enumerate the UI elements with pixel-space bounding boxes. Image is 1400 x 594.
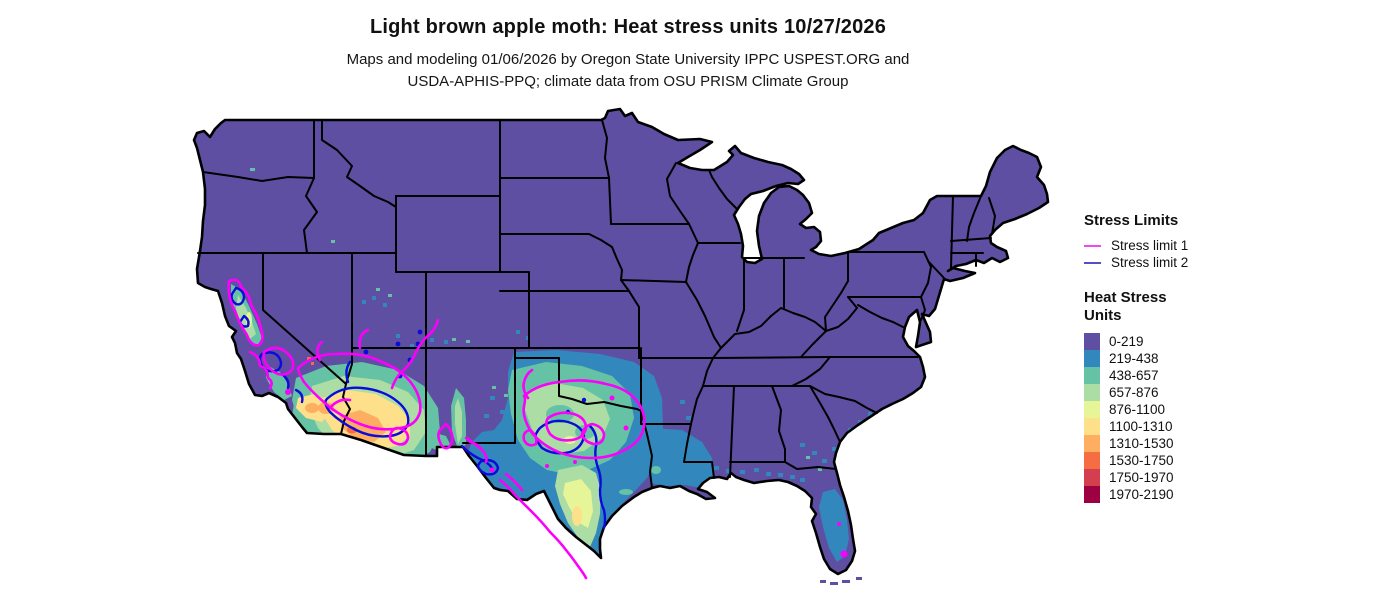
subtitle-line-1: Maps and modeling 01/06/2026 by Oregon S… [346,51,910,68]
stress-limit-label: Stress limit 1 [1111,238,1189,253]
stress-limits-entries: Stress limit 1 Stress limit 2 [1084,237,1384,271]
heat-stress-heading-line-1: Heat Stress [1084,289,1167,306]
florida-keys [820,577,862,585]
heat-stress-bin-row: 438-657 [1084,367,1384,384]
heat-stress-bin-swatch [1084,418,1100,435]
heat-stress-bin-label: 1100-1310 [1109,419,1173,434]
page-subtitle: Maps and modeling 01/06/2026 by Oregon S… [0,49,1256,93]
heat-stress-bin-row: 219-438 [1084,350,1384,367]
stress-limit-1-contours [227,278,848,580]
heat-stress-bin-row: 1100-1310 [1084,418,1384,435]
subtitle-line-2: USDA-APHIS-PPQ; climate data from OSU PR… [407,73,849,90]
heat-stress-bin-label: 657-876 [1109,385,1159,400]
heat-stress-bin-swatch [1084,486,1100,503]
heat-stress-heading-line-2: Units [1084,307,1122,324]
stress-limits-heading: Stress Limits [1084,212,1179,229]
heat-stress-bin-swatch [1084,401,1100,418]
heat-stress-bin-swatch [1084,435,1100,452]
title-block: Light brown apple moth: Heat stress unit… [0,16,1256,93]
heat-stress-bin-row: 1750-1970 [1084,469,1384,486]
heat-stress-bin-row: 876-1100 [1084,401,1384,418]
heat-stress-bin-swatch [1084,350,1100,367]
heat-stress-bin-swatch [1084,452,1100,469]
heat-stress-bin-swatch [1084,367,1100,384]
page-title: Light brown apple moth: Heat stress unit… [369,16,887,38]
heat-stress-bin-swatch [1084,469,1100,486]
heat-stress-bin-label: 1970-2190 [1109,487,1174,502]
heat-stress-bin-label: 876-1100 [1109,402,1166,417]
stress-limit-entry-1: Stress limit 1 [1084,237,1384,254]
heat-stress-bin-row: 1530-1750 [1084,452,1384,469]
legend: Stress Limits Stress limit 1 Stress limit… [1084,212,1384,503]
heat-stress-bin-row: 657-876 [1084,384,1384,401]
heat-stress-bin-row: 0-219 [1084,333,1384,350]
heat-stress-bin-swatch [1084,384,1100,401]
heat-stress-bin-label: 1530-1750 [1109,453,1174,468]
heat-stress-bin-label: 0-219 [1109,334,1144,349]
heat-stress-heading: Heat Stress Units [1084,289,1384,325]
heat-stress-bins: 0-219 219-438 438-657 657-876 876-1100 1100-1… [1084,333,1384,503]
stress-limit-line-swatch [1084,261,1101,264]
heat-stress-bin-row: 1310-1530 [1084,435,1384,452]
stress-limit-line-swatch [1084,244,1101,247]
heat-stress-bin-row: 1970-2190 [1084,486,1384,503]
heat-stress-bin-label: 1750-1970 [1109,470,1174,485]
heat-stress-bin-label: 219-438 [1109,351,1159,366]
us-outline [192,107,1050,576]
state-borders [197,119,996,489]
stress-limit-label: Stress limit 2 [1111,255,1189,270]
stress-limit-entry-2: Stress limit 2 [1084,254,1384,271]
heat-stress-bin-label: 438-657 [1109,368,1159,383]
heat-stress-bin-label: 1310-1530 [1109,436,1174,451]
heat-stress-bin-swatch [1084,333,1100,350]
